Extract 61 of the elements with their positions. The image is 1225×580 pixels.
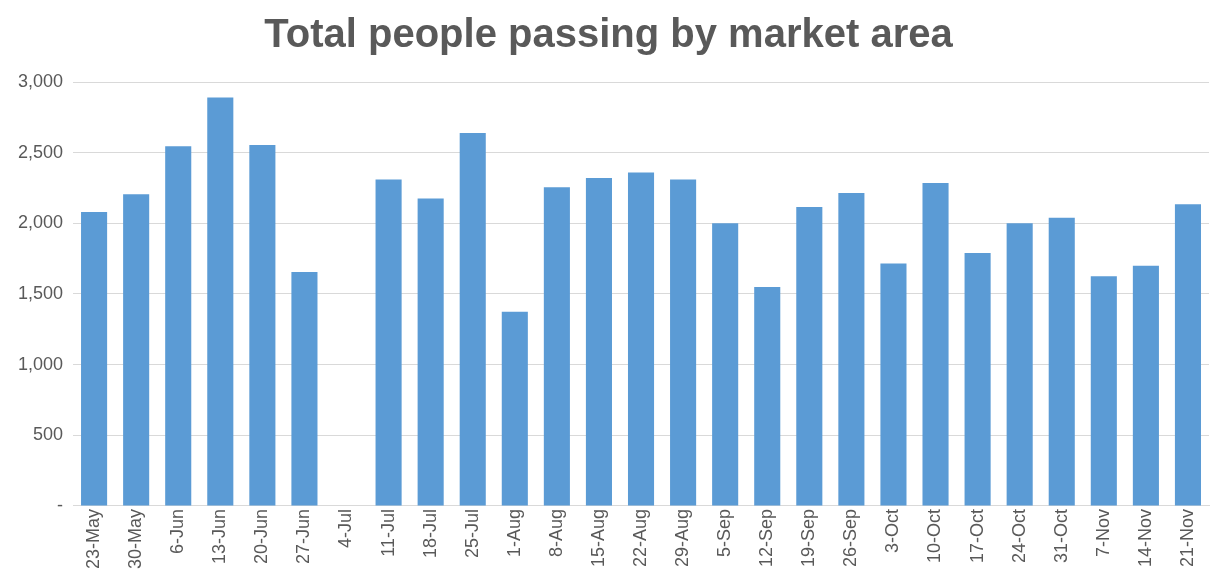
y-tick-label: - xyxy=(57,494,64,515)
x-tick-label: 29-Aug xyxy=(672,508,693,568)
x-tick-label: 17-Oct xyxy=(966,508,987,564)
y-tick-label: 2,500 xyxy=(18,141,64,162)
y-tick-label: 500 xyxy=(33,424,64,445)
x-tick-label: 5-Sep xyxy=(714,508,735,558)
x-tick-label: 8-Aug xyxy=(545,508,566,558)
bar xyxy=(375,179,402,506)
bar xyxy=(1132,265,1159,506)
x-tick-label: 19-Sep xyxy=(798,508,819,568)
x-tick-label: 26-Sep xyxy=(840,508,861,568)
bar xyxy=(880,263,907,506)
bar xyxy=(796,207,823,506)
x-tick-label: 4-Jul xyxy=(335,508,356,548)
x-tick-label: 27-Jun xyxy=(293,508,314,565)
x-tick-label: 25-Jul xyxy=(461,508,482,559)
x-tick-label: 24-Oct xyxy=(1008,508,1029,564)
x-tick-label: 11-Jul xyxy=(377,508,398,557)
bar xyxy=(712,223,739,506)
bar xyxy=(501,311,528,506)
x-tick-label: 23-May xyxy=(83,508,104,570)
bar xyxy=(585,178,612,506)
x-tick-label: 15-Aug xyxy=(587,508,608,568)
x-tick-label: 3-Oct xyxy=(882,508,903,553)
x-tick-label: 18-Jul xyxy=(419,508,440,559)
bar xyxy=(627,172,655,506)
x-tick-label: 22-Aug xyxy=(629,508,650,568)
bar xyxy=(81,212,108,506)
bar xyxy=(964,253,991,506)
bar xyxy=(543,187,570,506)
bar xyxy=(1048,217,1075,506)
x-tick-label: 7-Nov xyxy=(1092,508,1113,557)
x-tick-label: 21-Nov xyxy=(1176,508,1197,568)
x-tick-label: 13-Jun xyxy=(209,508,230,565)
bar xyxy=(1090,276,1117,506)
x-tick-label: 12-Sep xyxy=(756,508,777,568)
bar xyxy=(291,272,318,506)
x-tick-label: 30-May xyxy=(125,508,146,570)
bar xyxy=(1006,223,1033,506)
x-tick-label: 6-Jun xyxy=(167,508,188,555)
bar xyxy=(207,97,234,506)
bar xyxy=(165,146,192,506)
bar xyxy=(838,192,865,506)
chart-title: Total people passing by market area xyxy=(264,11,954,56)
x-tick-label: 10-Oct xyxy=(924,508,945,564)
bar xyxy=(922,183,949,506)
bar xyxy=(459,132,486,506)
bar xyxy=(670,179,697,506)
bar xyxy=(123,194,150,506)
bar xyxy=(754,286,781,506)
x-tick-label: 1-Aug xyxy=(503,508,524,558)
x-tick-label: 31-Oct xyxy=(1050,508,1071,564)
y-tick-label: 3,000 xyxy=(18,70,64,91)
y-tick-label: 1,000 xyxy=(18,353,64,374)
y-tick-label: 1,500 xyxy=(18,282,64,303)
bar xyxy=(1174,204,1202,506)
bar xyxy=(249,144,276,506)
bar xyxy=(417,198,444,506)
x-tick-label: 14-Nov xyxy=(1134,508,1155,568)
y-tick-label: 2,000 xyxy=(18,212,64,233)
x-tick-label: 20-Jun xyxy=(251,508,272,565)
